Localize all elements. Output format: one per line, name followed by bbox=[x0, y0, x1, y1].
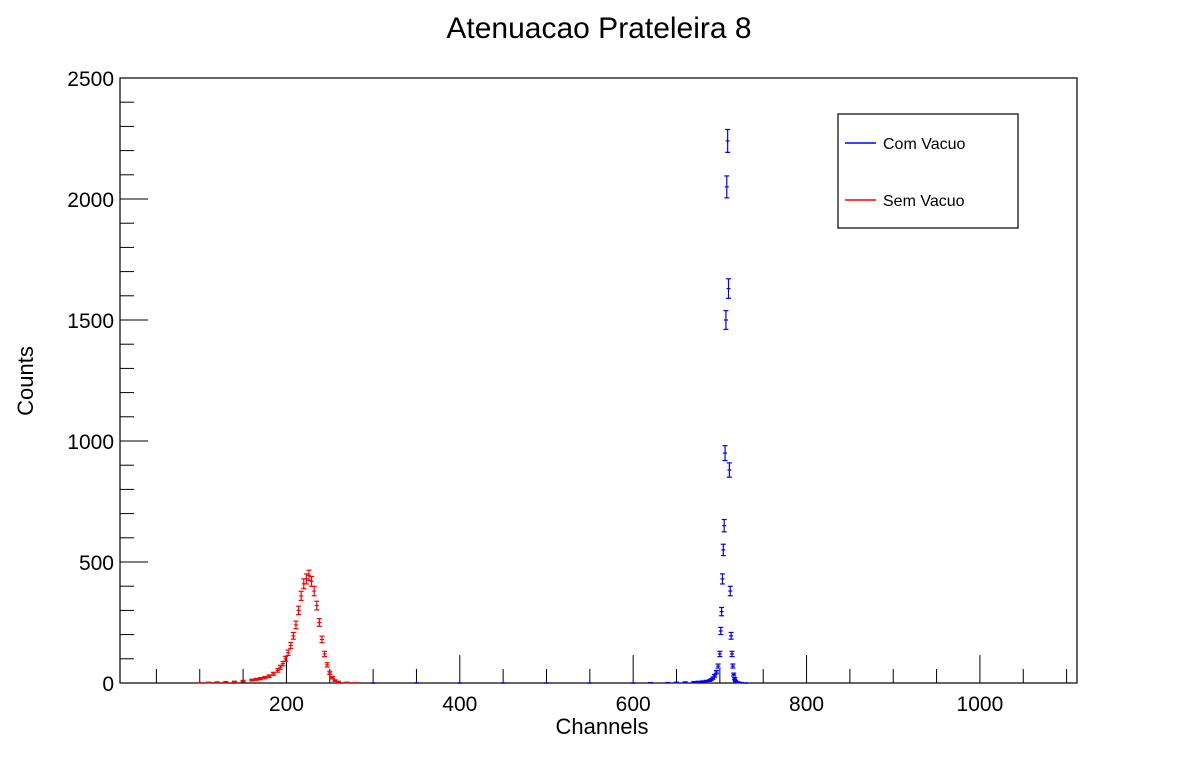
x-axis: 200 400 600 800 1000 bbox=[155, 655, 1068, 716]
data-point bbox=[285, 649, 291, 657]
legend-box bbox=[837, 113, 1019, 229]
data-point bbox=[717, 650, 723, 658]
data-point bbox=[249, 678, 255, 682]
data-point bbox=[205, 681, 211, 684]
data-point bbox=[296, 605, 302, 616]
data-point bbox=[311, 585, 317, 597]
data-point bbox=[691, 680, 697, 684]
data-point bbox=[729, 650, 735, 658]
data-point bbox=[324, 662, 330, 668]
series-1 bbox=[197, 569, 359, 684]
data-point bbox=[730, 663, 736, 669]
data-point bbox=[682, 681, 688, 684]
data-point bbox=[298, 590, 304, 602]
data-point bbox=[214, 681, 220, 684]
data-point bbox=[720, 543, 726, 557]
data-point bbox=[712, 673, 718, 678]
data-point bbox=[726, 278, 732, 299]
data-point bbox=[240, 679, 246, 683]
x-tick-label: 200 bbox=[269, 693, 304, 716]
data-point bbox=[715, 663, 721, 669]
data-point bbox=[335, 680, 341, 683]
data-point bbox=[319, 635, 325, 644]
y-tick-label: 2500 bbox=[67, 68, 114, 91]
data-point bbox=[322, 650, 328, 658]
x-axis-label: Channels bbox=[556, 714, 649, 739]
data-point bbox=[290, 631, 296, 640]
chart-title: Atenuacao Prateleira 8 bbox=[446, 12, 751, 45]
data-point bbox=[732, 677, 738, 681]
data-point bbox=[316, 618, 322, 627]
data-point bbox=[731, 672, 737, 677]
data-point bbox=[713, 669, 719, 675]
y-axis-label: Counts bbox=[13, 346, 38, 416]
y-tick-label: 0 bbox=[102, 673, 114, 696]
x-tick-label: 600 bbox=[616, 693, 651, 716]
data-point bbox=[327, 670, 333, 676]
data-point bbox=[257, 677, 263, 681]
legend: Com Vacuo Sem Vacuo bbox=[837, 113, 1019, 229]
data-point bbox=[724, 175, 730, 199]
data-point bbox=[721, 518, 727, 533]
legend-label-sem-vacuo: Sem Vacuo bbox=[883, 193, 965, 210]
data-point bbox=[293, 620, 299, 630]
data-point bbox=[262, 675, 268, 680]
data-point bbox=[253, 677, 259, 681]
plot-frame bbox=[119, 77, 1078, 684]
data-point bbox=[722, 445, 728, 462]
series-0 bbox=[370, 128, 749, 684]
data-point bbox=[344, 681, 350, 684]
data-point bbox=[695, 680, 701, 683]
data-point bbox=[725, 128, 731, 153]
y-tick-label: 1000 bbox=[67, 431, 114, 454]
data-point bbox=[309, 575, 315, 587]
y-tick-label: 1500 bbox=[67, 310, 114, 333]
data-point bbox=[329, 675, 335, 680]
legend-label-com-vacuo: Com Vacuo bbox=[883, 136, 966, 153]
data-point bbox=[283, 655, 289, 662]
y-tick-label: 500 bbox=[79, 552, 114, 575]
data-point bbox=[723, 310, 729, 330]
data-point bbox=[674, 681, 680, 684]
data-point bbox=[728, 631, 734, 640]
data-point bbox=[314, 600, 320, 611]
x-tick-label: 800 bbox=[789, 693, 824, 716]
series-layer bbox=[197, 128, 749, 684]
data-point bbox=[231, 680, 237, 683]
data-point bbox=[306, 569, 312, 582]
data-point bbox=[726, 462, 732, 478]
x-tick-label: 1000 bbox=[957, 693, 1004, 716]
data-point bbox=[727, 585, 733, 597]
y-tick-label: 2000 bbox=[67, 189, 114, 212]
data-point bbox=[280, 660, 286, 667]
y-axis: 0 500 1000 1500 2000 2500 bbox=[67, 68, 148, 696]
data-point bbox=[719, 573, 725, 585]
data-point bbox=[303, 573, 309, 585]
data-point bbox=[266, 674, 272, 679]
data-point bbox=[718, 626, 724, 636]
data-point bbox=[223, 680, 229, 684]
x-tick-label: 400 bbox=[442, 693, 477, 716]
data-point bbox=[270, 671, 276, 676]
data-point bbox=[719, 606, 725, 617]
data-point bbox=[288, 641, 294, 650]
